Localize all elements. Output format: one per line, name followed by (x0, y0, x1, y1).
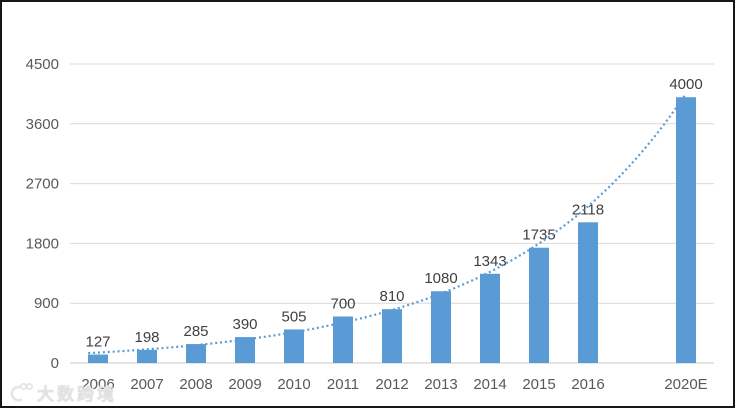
bar-2015 (529, 247, 549, 363)
bar-2008 (186, 344, 206, 363)
x-tick-label-2009: 2009 (228, 376, 261, 393)
x-tick-label-2015: 2015 (522, 376, 555, 393)
x-tick-label-2006: 2006 (81, 376, 114, 393)
value-label-2009: 390 (232, 316, 257, 333)
value-label-2010: 505 (281, 308, 306, 325)
value-label-2007: 198 (134, 329, 159, 346)
x-tick-label-2010: 2010 (277, 376, 310, 393)
x-tick-label-2008: 2008 (179, 376, 212, 393)
value-label-2006: 127 (85, 334, 110, 351)
bar-2012 (382, 309, 402, 363)
bar-2006 (88, 354, 108, 363)
bar-2010 (284, 329, 304, 363)
x-tick-label-2020E: 2020E (664, 376, 707, 393)
x-tick-label-2012: 2012 (375, 376, 408, 393)
bar-2009 (235, 337, 255, 363)
bar-2013 (431, 291, 451, 363)
bar-2014 (480, 273, 500, 363)
value-label-2015: 1735 (522, 227, 555, 244)
y-tick-label-4500: 4500 (26, 56, 59, 73)
y-tick-label-900: 900 (34, 295, 59, 312)
x-tick-label-2013: 2013 (424, 376, 457, 393)
y-tick-label-3600: 3600 (26, 116, 59, 133)
bar-2016 (578, 222, 598, 363)
bar-2020E (676, 97, 696, 363)
bar-2007 (137, 349, 157, 363)
bar-2011 (333, 316, 353, 363)
y-tick-label-2700: 2700 (26, 176, 59, 193)
x-tick-label-2016: 2016 (571, 376, 604, 393)
x-tick-label-2011: 2011 (327, 376, 359, 393)
value-label-2020E: 4000 (669, 76, 702, 93)
y-tick-label-0: 0 (51, 355, 59, 372)
x-tick-label-2007: 2007 (130, 376, 163, 393)
y-tick-label-1800: 1800 (26, 235, 59, 252)
x-tick-label-2014: 2014 (473, 376, 506, 393)
trendline-dotted (88, 92, 687, 355)
value-label-2014: 1343 (473, 253, 506, 270)
value-label-2008: 285 (183, 323, 208, 340)
value-label-2012: 810 (379, 288, 404, 305)
value-label-2011: 700 (330, 295, 355, 312)
value-label-2013: 1080 (424, 270, 457, 287)
